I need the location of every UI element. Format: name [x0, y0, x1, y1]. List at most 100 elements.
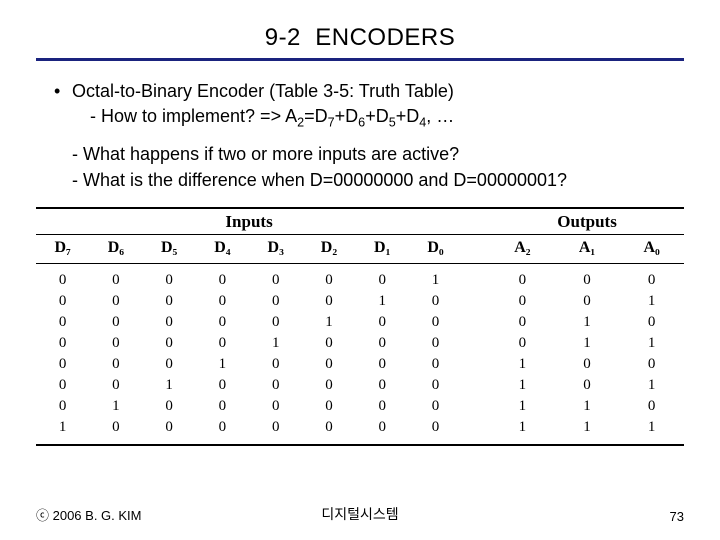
bullet-item: • Octal-to-Binary Encoder (Table 3-5: Tr… — [54, 79, 684, 104]
cell: 0 — [89, 291, 142, 312]
cell: 0 — [555, 375, 620, 396]
cell: 0 — [143, 417, 196, 444]
cell: 0 — [356, 312, 409, 333]
question-line: - What is the difference when D=00000000… — [72, 168, 684, 193]
cell: 0 — [249, 396, 302, 417]
cell: 0 — [36, 375, 89, 396]
col-header: D₂ — [302, 234, 355, 263]
cell: 1 — [490, 396, 555, 417]
cell: 0 — [36, 263, 89, 291]
table-gap — [462, 263, 490, 291]
eq-part: =D — [304, 106, 328, 126]
table-row: 00000010 001 — [36, 291, 684, 312]
cell: 0 — [490, 312, 555, 333]
cell: 0 — [302, 291, 355, 312]
cell: 0 — [89, 354, 142, 375]
cell: 0 — [409, 417, 462, 444]
cell: 0 — [143, 396, 196, 417]
question-line: - What happens if two or more inputs are… — [72, 142, 684, 167]
cell: 0 — [89, 312, 142, 333]
cell: 1 — [249, 333, 302, 354]
cell: 0 — [302, 263, 355, 291]
cell: 0 — [555, 291, 620, 312]
table-gap — [462, 375, 490, 396]
cell: 0 — [555, 263, 620, 291]
eq-sub: 7 — [328, 116, 335, 130]
cell: 0 — [196, 263, 249, 291]
table-gap — [462, 234, 490, 263]
cell: 0 — [249, 417, 302, 444]
cell: 0 — [409, 354, 462, 375]
col-header: D₃ — [249, 234, 302, 263]
cell: 1 — [490, 375, 555, 396]
eq-prefix: - How to implement? => A — [90, 106, 297, 126]
table-gap — [462, 291, 490, 312]
col-header: D₄ — [196, 234, 249, 263]
cell: 0 — [196, 396, 249, 417]
eq-sub: 5 — [389, 116, 396, 130]
cell: 0 — [89, 375, 142, 396]
cell: 0 — [409, 375, 462, 396]
cell: 0 — [89, 417, 142, 444]
cell: 0 — [249, 263, 302, 291]
col-header: D₅ — [143, 234, 196, 263]
cell: 0 — [356, 263, 409, 291]
cell: 0 — [196, 312, 249, 333]
col-header: D₇ — [36, 234, 89, 263]
cell: 0 — [555, 354, 620, 375]
bullet-marker: • — [54, 79, 72, 104]
cell: 0 — [143, 354, 196, 375]
col-header: D₀ — [409, 234, 462, 263]
cell: 1 — [555, 396, 620, 417]
cell: 0 — [409, 312, 462, 333]
cell: 0 — [356, 333, 409, 354]
cell: 0 — [619, 312, 684, 333]
cell: 0 — [619, 263, 684, 291]
cell: 1 — [196, 354, 249, 375]
cell: 1 — [619, 375, 684, 396]
cell: 0 — [490, 291, 555, 312]
cell: 0 — [89, 333, 142, 354]
cell: 1 — [490, 417, 555, 444]
cell: 0 — [356, 354, 409, 375]
cell: 0 — [36, 333, 89, 354]
eq-part: +D — [365, 106, 389, 126]
slide: 9-2 ENCODERS • Octal-to-Binary Encoder (… — [0, 0, 720, 446]
cell: 1 — [555, 312, 620, 333]
footer-copyright: ⓒ 2006 B. G. KIM — [36, 505, 142, 524]
eq-part: +D — [335, 106, 359, 126]
cell: 0 — [490, 333, 555, 354]
cell: 0 — [302, 396, 355, 417]
cell: 0 — [36, 312, 89, 333]
footer: ⓒ 2006 B. G. KIM 디지털시스템 73 — [36, 505, 684, 524]
cell: 1 — [555, 417, 620, 444]
cell: 0 — [356, 375, 409, 396]
eq-part: +D — [396, 106, 420, 126]
cell: 0 — [143, 263, 196, 291]
cell: 1 — [490, 354, 555, 375]
bullet-list: • Octal-to-Binary Encoder (Table 3-5: Tr… — [36, 79, 684, 132]
cell: 1 — [555, 333, 620, 354]
cell: 0 — [356, 417, 409, 444]
cell: 1 — [36, 417, 89, 444]
table-group-inputs: Inputs — [36, 210, 462, 235]
table-gap — [462, 333, 490, 354]
table-group-outputs: Outputs — [490, 210, 684, 235]
cell: 0 — [196, 417, 249, 444]
col-header: A₂ — [490, 234, 555, 263]
cell: 0 — [409, 333, 462, 354]
table-header-row: D₇ D₆ D₅ D₄ D₃ D₂ D₁ D₀ A₂ A₁ A₀ — [36, 234, 684, 263]
title-number: 9-2 — [265, 24, 301, 51]
cell: 0 — [143, 333, 196, 354]
cell: 0 — [409, 396, 462, 417]
cell: 1 — [356, 291, 409, 312]
col-header: A₁ — [555, 234, 620, 263]
cell: 0 — [619, 354, 684, 375]
footer-page-number: 73 — [670, 509, 684, 524]
col-header: D₆ — [89, 234, 142, 263]
title-text: ENCODERS — [315, 24, 455, 51]
cell: 0 — [356, 396, 409, 417]
truth-table: Inputs Outputs D₇ D₆ D₅ D₄ D₃ D₂ D₁ D₀ A… — [36, 207, 684, 446]
cell: 0 — [196, 291, 249, 312]
table-gap — [462, 312, 490, 333]
